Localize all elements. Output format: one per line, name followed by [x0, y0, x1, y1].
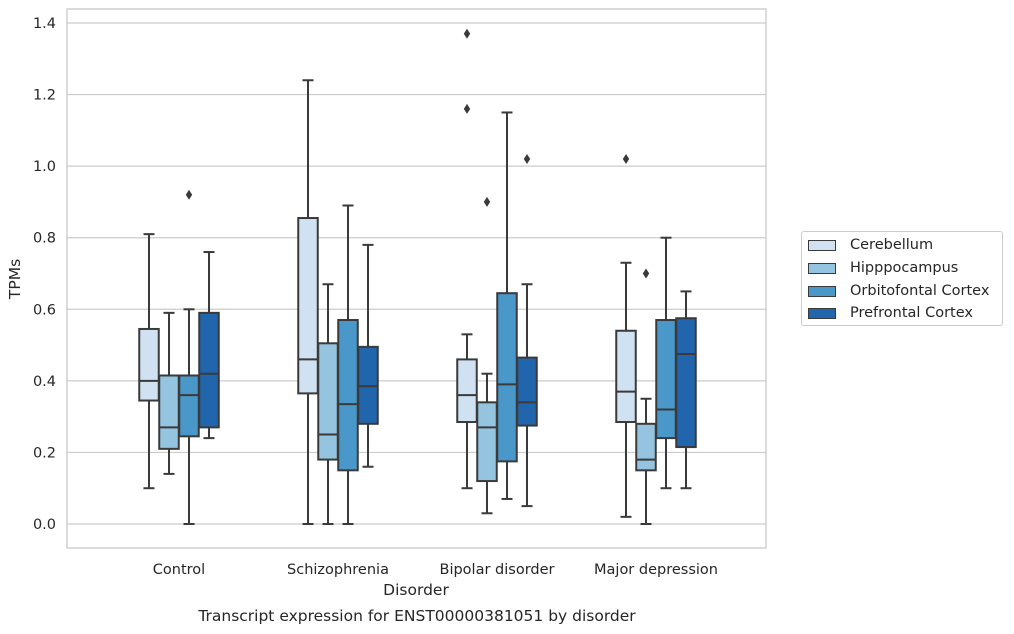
outlier-point: [622, 153, 630, 164]
legend-label-cerebellum: Cerebellum: [850, 237, 934, 253]
box: [178, 374, 200, 438]
y-tick-label: 0.6: [33, 302, 56, 318]
y-tick-label: 1.0: [33, 159, 56, 175]
legend-item-prefrontal: Prefrontal Cortex: [808, 304, 973, 322]
legend: Cerebellum Hipppocampus Orbitofontal Cor…: [801, 231, 1003, 326]
plot-area: [66, 8, 767, 549]
box-group: [675, 290, 697, 490]
box: [655, 319, 677, 440]
legend-swatch-cerebellum: [808, 239, 836, 251]
box: [675, 317, 697, 449]
box: [635, 422, 657, 472]
box: [317, 342, 339, 461]
box-group: [357, 243, 379, 468]
x-tick-label: Schizophrenia: [287, 562, 389, 578]
y-tick-label: 0.0: [33, 517, 56, 533]
box: [158, 374, 180, 450]
box-group: [158, 311, 180, 475]
box: [297, 217, 319, 395]
box: [615, 329, 637, 424]
x-tick-label: Control: [153, 562, 205, 578]
box-group: [297, 79, 319, 525]
box-group: [635, 268, 657, 525]
y-tick-label: 1.4: [33, 16, 56, 32]
box-group: [198, 251, 220, 440]
legend-swatch-orbitofrontal: [808, 285, 836, 297]
box: [198, 311, 220, 429]
y-tick-labels: 0.0 0.2 0.4 0.6 0.8 1.0 1.2 1.4: [33, 16, 56, 533]
y-axis-label: TPMs: [6, 259, 24, 300]
y-tick-label: 0.2: [33, 445, 56, 461]
x-tick-label: Bipolar disorder: [440, 562, 555, 578]
box-group: [516, 153, 538, 508]
y-tick-label: 0.4: [33, 374, 56, 390]
legend-label-prefrontal: Prefrontal Cortex: [850, 305, 973, 321]
box-group: [476, 196, 498, 515]
outlier-point: [463, 28, 471, 39]
x-axis-label: Disorder: [383, 581, 449, 599]
outlier-point: [463, 103, 471, 114]
box-group: [496, 111, 518, 500]
legend-swatch-prefrontal: [808, 307, 836, 319]
chart-caption: Transcript expression for ENST0000038105…: [198, 607, 636, 625]
outlier-point: [483, 196, 491, 207]
box: [138, 327, 160, 402]
box: [456, 358, 478, 424]
legend-item-hippocampus: Hipppocampus: [808, 259, 958, 277]
box-group: [655, 236, 677, 490]
x-tick-label: Major depression: [594, 562, 718, 578]
outlier-point: [185, 189, 193, 200]
outlier-point: [523, 153, 531, 164]
x-tick-labels: Control Schizophrenia Bipolar disorder Majo…: [153, 562, 718, 578]
box: [496, 292, 518, 463]
legend-label-orbitofrontal: Orbitofontal Cortex: [850, 283, 990, 299]
outlier-point: [642, 268, 650, 279]
box-group: [615, 153, 637, 518]
legend-label-hippocampus: Hipppocampus: [850, 260, 959, 276]
boxes: [138, 28, 697, 525]
legend-item-orbitofrontal: Orbitofontal Cortex: [808, 282, 989, 300]
box: [337, 319, 359, 472]
legend-swatch-hippocampus: [808, 262, 836, 274]
box: [516, 356, 538, 427]
legend-item-cerebellum: Cerebellum: [808, 236, 933, 254]
box: [476, 401, 498, 483]
box-group: [456, 28, 478, 490]
y-tick-label: 1.2: [33, 88, 56, 104]
box-group: [138, 233, 160, 490]
y-tick-label: 0.8: [33, 231, 56, 247]
